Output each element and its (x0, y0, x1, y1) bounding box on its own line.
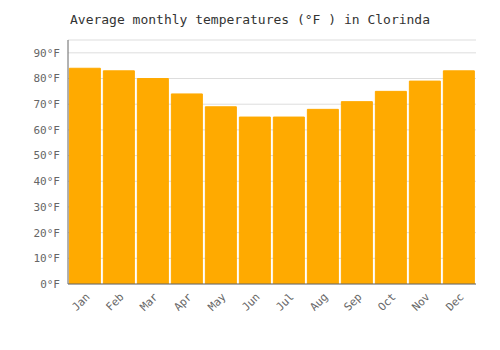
svg-text:Apr: Apr (171, 290, 195, 314)
svg-text:Aug: Aug (307, 290, 330, 313)
svg-text:10°F: 10°F (34, 252, 61, 265)
svg-text:Oct: Oct (375, 290, 398, 313)
svg-text:60°F: 60°F (34, 124, 61, 137)
svg-text:50°F: 50°F (34, 149, 61, 162)
svg-text:Sep: Sep (341, 290, 364, 313)
svg-text:Feb: Feb (103, 290, 126, 313)
svg-text:Jun: Jun (239, 290, 262, 313)
svg-text:Mar: Mar (137, 290, 161, 314)
svg-text:Jan: Jan (69, 290, 92, 313)
svg-text:40°F: 40°F (34, 175, 61, 188)
svg-text:Dec: Dec (443, 290, 466, 313)
svg-text:30°F: 30°F (34, 201, 61, 214)
svg-text:70°F: 70°F (34, 98, 61, 111)
svg-text:Nov: Nov (409, 290, 433, 314)
svg-text:80°F: 80°F (34, 72, 61, 85)
html-text:Average monthly temperatures (: Average monthly temperatures (°F ) in Cl… (70, 12, 430, 27)
svg-text:20°F: 20°F (34, 227, 61, 240)
svg-text:90°F: 90°F (34, 47, 61, 60)
svg-text:0°F: 0°F (40, 278, 60, 291)
svg-text:Jul: Jul (273, 290, 296, 313)
svg-text:May: May (205, 290, 229, 314)
